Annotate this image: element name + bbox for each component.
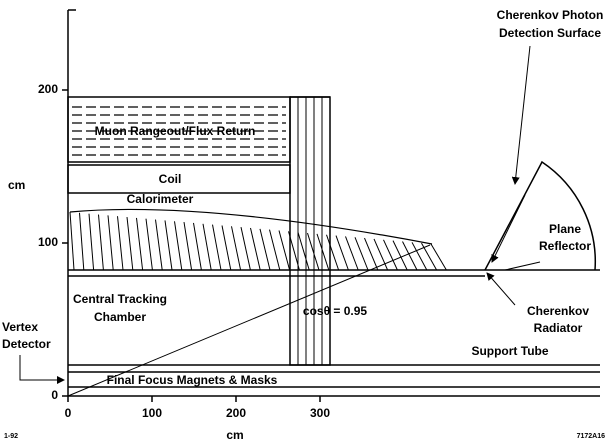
wedge (373, 238, 389, 271)
label: Vertex (2, 320, 38, 334)
wedge (136, 217, 144, 271)
wedge (430, 243, 447, 271)
arrow (491, 194, 526, 263)
x-tick-label: 0 (65, 406, 72, 420)
photon-surface (484, 160, 597, 271)
label: Reflector (539, 239, 591, 253)
wedge (402, 241, 418, 271)
wedge (88, 213, 95, 271)
y-tick-label: 100 (38, 235, 58, 249)
wedge (288, 231, 300, 271)
label: Calorimeter (127, 192, 194, 206)
label: Detection Surface (499, 26, 601, 40)
wedge (193, 222, 202, 271)
x-tick-label: 100 (142, 406, 162, 420)
label: Support Tube (471, 344, 548, 358)
wedge (183, 222, 193, 271)
wedge (269, 229, 281, 271)
wedge (278, 230, 291, 271)
wedge (231, 226, 242, 271)
label: Final Focus Magnets & Masks (107, 373, 278, 387)
wedge (69, 211, 75, 271)
wedge (383, 239, 398, 271)
wedge (326, 234, 340, 271)
wedge (221, 225, 232, 271)
wedge (212, 224, 222, 271)
x-tick-label: 200 (226, 406, 246, 420)
wedge (155, 219, 163, 271)
x-tick-label: 300 (310, 406, 330, 420)
wedge (259, 228, 271, 271)
label: Plane (549, 222, 581, 236)
wedge (392, 240, 408, 271)
y-axis-label: cm (8, 178, 25, 192)
label: Muon Rangeout/Flux Return (95, 124, 256, 138)
arrow (511, 45, 531, 185)
wedge (240, 227, 251, 271)
wedge (79, 212, 85, 271)
label: Coil (159, 172, 182, 186)
wedge (411, 242, 428, 271)
label: cosθ = 0.95 (303, 304, 368, 318)
y-tick-label: 200 (38, 82, 58, 96)
wedge (250, 227, 261, 271)
wedge (316, 233, 330, 271)
label: Central Tracking (73, 292, 167, 306)
wedge (421, 242, 438, 271)
label: Detector (2, 337, 51, 351)
wedge (145, 218, 153, 271)
drawing (19, 9, 600, 397)
wedge (297, 232, 310, 271)
cos-line (67, 244, 431, 397)
wedge (107, 215, 114, 271)
label: Radiator (534, 321, 583, 335)
wedge (354, 237, 369, 271)
wedge (307, 232, 320, 271)
wedge (174, 221, 183, 271)
arrow (504, 261, 541, 271)
arrow (19, 355, 65, 384)
wedge (164, 220, 173, 271)
wedge-top (69, 208, 433, 245)
wedge (98, 214, 104, 271)
y-tick-label: 0 (51, 388, 58, 402)
endcap (289, 96, 331, 366)
footer: 7172A16 (577, 433, 606, 440)
footer: 1-92 (4, 433, 18, 440)
label: Cherenkov Photon (497, 8, 604, 22)
wedge (335, 235, 349, 271)
wedge (202, 223, 212, 271)
label: Cherenkov (527, 304, 589, 318)
wedge (345, 236, 359, 271)
wedge (117, 216, 124, 271)
arrow (486, 272, 516, 306)
label: Chamber (94, 310, 146, 324)
wedge (364, 237, 379, 271)
wedge (126, 216, 134, 271)
x-axis-label: cm (226, 428, 243, 442)
